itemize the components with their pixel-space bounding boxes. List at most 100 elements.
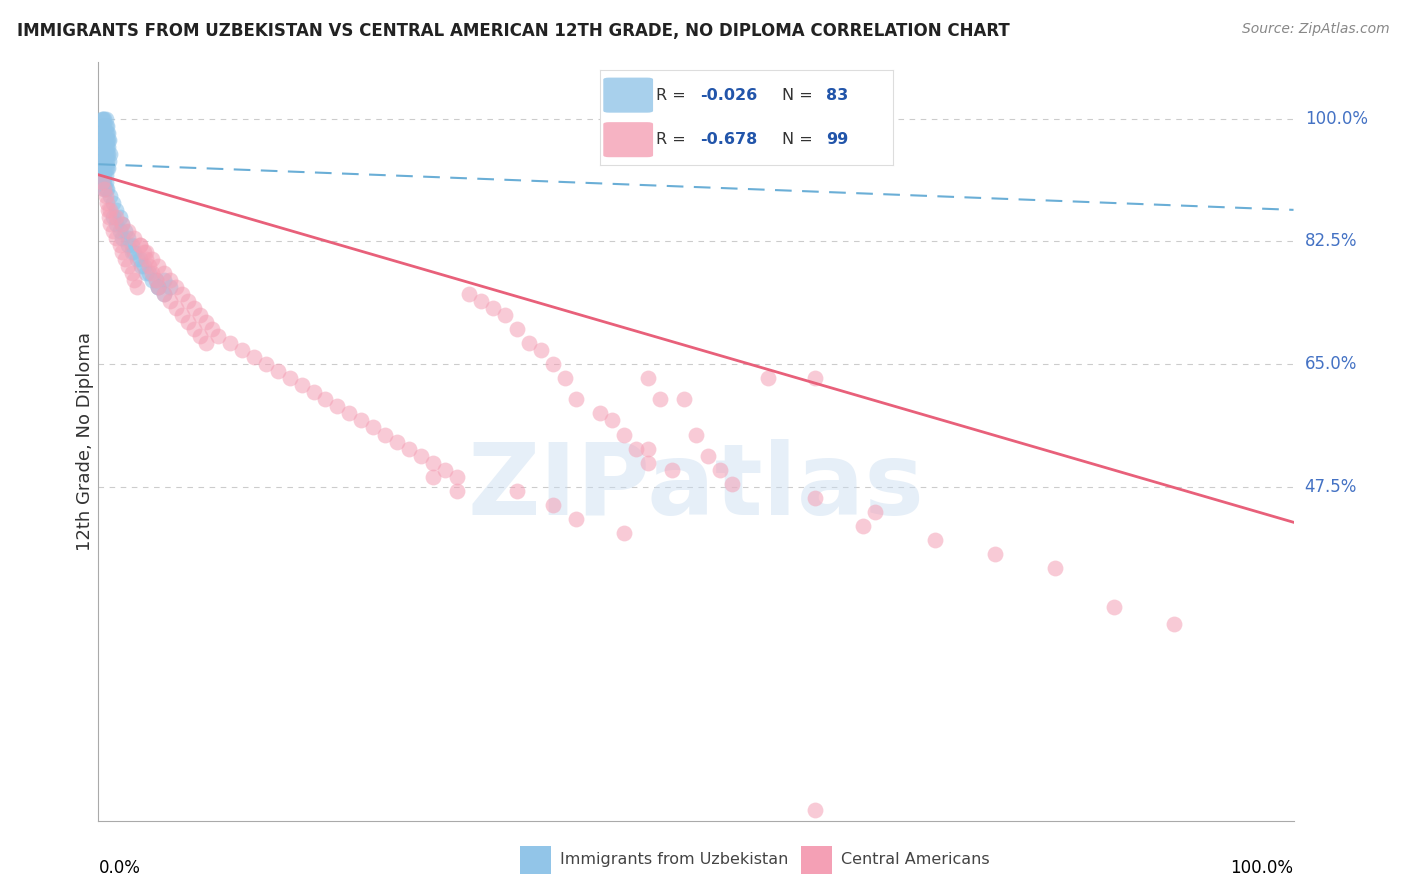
Text: 65.0%: 65.0% <box>1305 355 1357 374</box>
Point <box>339 407 361 421</box>
Point <box>554 371 576 385</box>
Point <box>145 273 167 287</box>
Point <box>1163 617 1185 632</box>
Point <box>93 133 115 147</box>
Point <box>153 287 176 301</box>
Point <box>91 112 114 126</box>
Point <box>93 175 115 189</box>
Point <box>565 392 588 407</box>
Point <box>141 252 163 266</box>
Point <box>326 400 349 414</box>
Point <box>709 462 731 476</box>
Point <box>148 280 170 294</box>
Point <box>96 182 118 196</box>
Point <box>804 803 827 817</box>
Point <box>254 357 277 371</box>
Point <box>648 392 672 407</box>
Point <box>291 378 314 392</box>
Point <box>804 491 827 505</box>
Point <box>91 119 114 133</box>
Point <box>97 146 120 161</box>
Point <box>129 238 152 252</box>
Point <box>108 224 131 238</box>
Point <box>172 308 194 322</box>
Point <box>94 153 117 168</box>
Point <box>98 189 122 203</box>
Point <box>172 287 194 301</box>
Point <box>135 252 157 266</box>
Point <box>91 161 114 175</box>
Point <box>91 153 114 168</box>
Point <box>541 498 564 512</box>
Point <box>165 301 187 315</box>
Point <box>96 195 118 210</box>
Point <box>188 329 211 343</box>
Point <box>506 483 529 498</box>
Point <box>94 182 117 196</box>
Point <box>98 133 121 147</box>
Point <box>91 126 114 140</box>
Point <box>183 301 205 315</box>
Text: 100.0%: 100.0% <box>1305 110 1368 128</box>
Text: Central Americans: Central Americans <box>841 853 990 867</box>
Point <box>637 371 659 385</box>
Point <box>177 294 200 309</box>
Point <box>125 252 148 266</box>
Point <box>93 146 115 161</box>
Point <box>94 161 117 175</box>
Point <box>138 266 160 280</box>
Point <box>111 217 134 231</box>
Point <box>129 238 152 252</box>
Text: ZIPatlas: ZIPatlas <box>468 439 924 535</box>
Point <box>96 119 118 133</box>
Point <box>124 244 146 259</box>
Point <box>129 252 152 266</box>
Point <box>159 294 181 309</box>
Point <box>626 442 648 456</box>
Point <box>93 182 115 196</box>
Point <box>350 413 373 427</box>
Point <box>132 244 155 259</box>
Point <box>697 449 720 463</box>
Point <box>153 273 176 287</box>
Point <box>302 385 325 400</box>
Point <box>195 336 218 351</box>
Point <box>315 392 337 407</box>
Point <box>132 259 155 273</box>
Point <box>97 126 120 140</box>
Point <box>804 371 827 385</box>
Point <box>231 343 253 358</box>
Text: Source: ZipAtlas.com: Source: ZipAtlas.com <box>1241 22 1389 37</box>
Point <box>101 210 124 224</box>
Point <box>105 202 128 217</box>
Point <box>91 139 114 153</box>
Point <box>96 153 118 168</box>
Point <box>93 161 115 175</box>
Point <box>108 238 131 252</box>
Point <box>94 119 117 133</box>
Point <box>494 308 516 322</box>
Point <box>565 512 588 526</box>
Point <box>506 322 529 336</box>
Point <box>411 449 433 463</box>
Text: 100.0%: 100.0% <box>1230 858 1294 877</box>
Point <box>94 133 117 147</box>
Point <box>91 126 114 140</box>
Point <box>148 280 170 294</box>
Point <box>93 168 115 182</box>
Point <box>589 407 612 421</box>
Point <box>98 153 121 168</box>
Point <box>661 462 683 476</box>
Text: IMMIGRANTS FROM UZBEKISTAN VS CENTRAL AMERICAN 12TH GRADE, NO DIPLOMA CORRELATIO: IMMIGRANTS FROM UZBEKISTAN VS CENTRAL AM… <box>17 22 1010 40</box>
Point <box>117 259 139 273</box>
Point <box>374 427 396 442</box>
Point <box>195 315 218 329</box>
Point <box>98 202 122 217</box>
Point <box>91 133 114 147</box>
Point <box>685 427 707 442</box>
Point <box>97 202 120 217</box>
Point <box>219 336 242 351</box>
Point <box>1104 599 1126 614</box>
Point <box>98 146 122 161</box>
Point <box>93 112 115 126</box>
